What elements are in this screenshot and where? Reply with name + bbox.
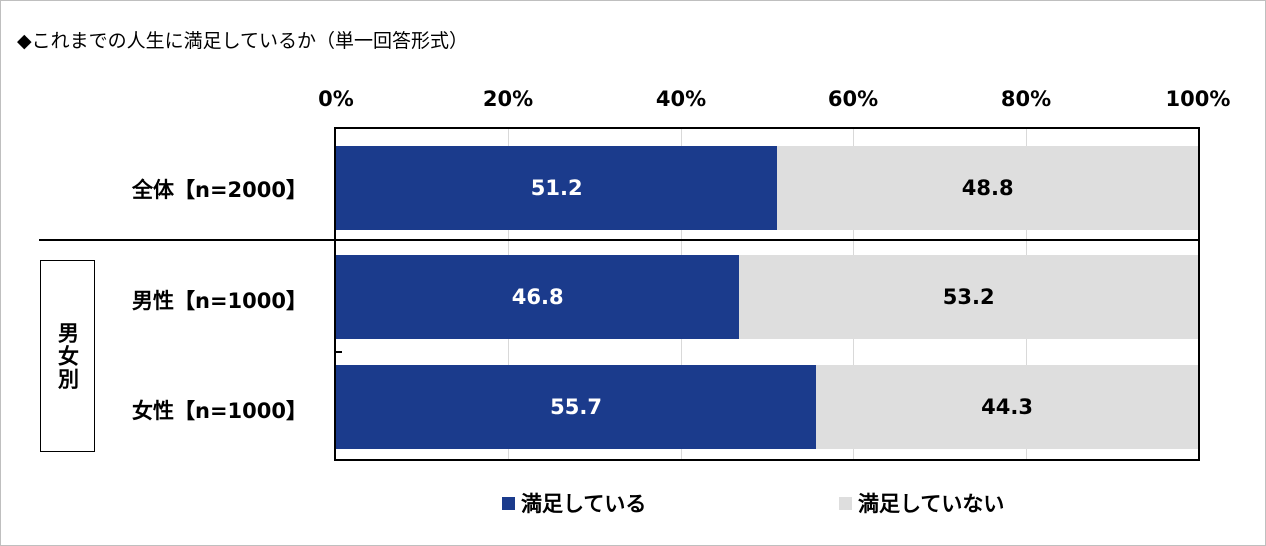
group-separator-line xyxy=(39,239,1200,241)
x-tick-label-80: 80% xyxy=(1000,87,1052,111)
x-tick-label-0: 0% xyxy=(318,87,354,111)
x-tick-label-60: 60% xyxy=(827,87,879,111)
legend-item-satisfied: 満足している xyxy=(502,488,646,518)
category-label-male: 男性【n=1000】 xyxy=(132,289,307,313)
legend-label-not-satisfied: 満足していない xyxy=(858,492,1005,516)
legend-swatch-not-satisfied xyxy=(839,496,852,510)
bar-row-total: 51.2 48.8 xyxy=(336,146,1198,230)
x-tick-label-100: 100% xyxy=(1165,87,1231,111)
legend-label-satisfied: 満足している xyxy=(521,492,647,516)
category-tick-mark xyxy=(334,351,342,353)
bar-satisfied-male: 46.8 xyxy=(336,255,740,339)
category-label-total: 全体【n=2000】 xyxy=(132,178,307,202)
bar-not-satisfied-male: 53.2 xyxy=(739,255,1198,339)
bar-row-male: 46.8 53.2 xyxy=(336,255,1198,339)
x-tick-label-40: 40% xyxy=(655,87,707,111)
category-label-female: 女性【n=1000】 xyxy=(132,399,307,423)
group-label-box: 男女別 xyxy=(40,260,95,452)
legend-item-not-satisfied: 満足していない xyxy=(839,488,1004,518)
group-label-text: 男女別 xyxy=(55,321,80,391)
legend-swatch-satisfied xyxy=(502,496,515,510)
bar-not-satisfied-total: 48.8 xyxy=(777,146,1198,230)
bar-row-female: 55.7 44.3 xyxy=(336,365,1198,449)
x-tick-label-20: 20% xyxy=(482,87,534,111)
chart-title: ◆これまでの人生に満足しているか（単一回答形式） xyxy=(17,30,469,52)
bar-not-satisfied-female: 44.3 xyxy=(816,365,1198,449)
bar-satisfied-total: 51.2 xyxy=(336,146,778,230)
bar-satisfied-female: 55.7 xyxy=(336,365,817,449)
